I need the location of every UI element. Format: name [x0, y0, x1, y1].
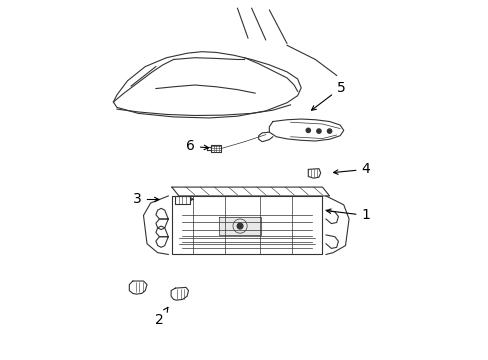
Circle shape: [237, 223, 243, 229]
Polygon shape: [175, 196, 189, 204]
Text: 3: 3: [133, 193, 159, 207]
Polygon shape: [210, 145, 221, 152]
Text: 1: 1: [326, 208, 369, 222]
Text: 5: 5: [311, 81, 345, 110]
Circle shape: [327, 129, 331, 133]
Circle shape: [305, 128, 310, 132]
Polygon shape: [171, 187, 329, 196]
Polygon shape: [129, 281, 147, 294]
Text: 2: 2: [155, 307, 167, 327]
Polygon shape: [307, 168, 320, 178]
Polygon shape: [171, 196, 322, 255]
Polygon shape: [171, 287, 188, 300]
Circle shape: [316, 129, 321, 133]
Polygon shape: [269, 119, 343, 141]
Text: 6: 6: [185, 139, 208, 153]
Text: 4: 4: [333, 162, 369, 176]
Polygon shape: [218, 217, 261, 235]
Polygon shape: [113, 52, 301, 118]
